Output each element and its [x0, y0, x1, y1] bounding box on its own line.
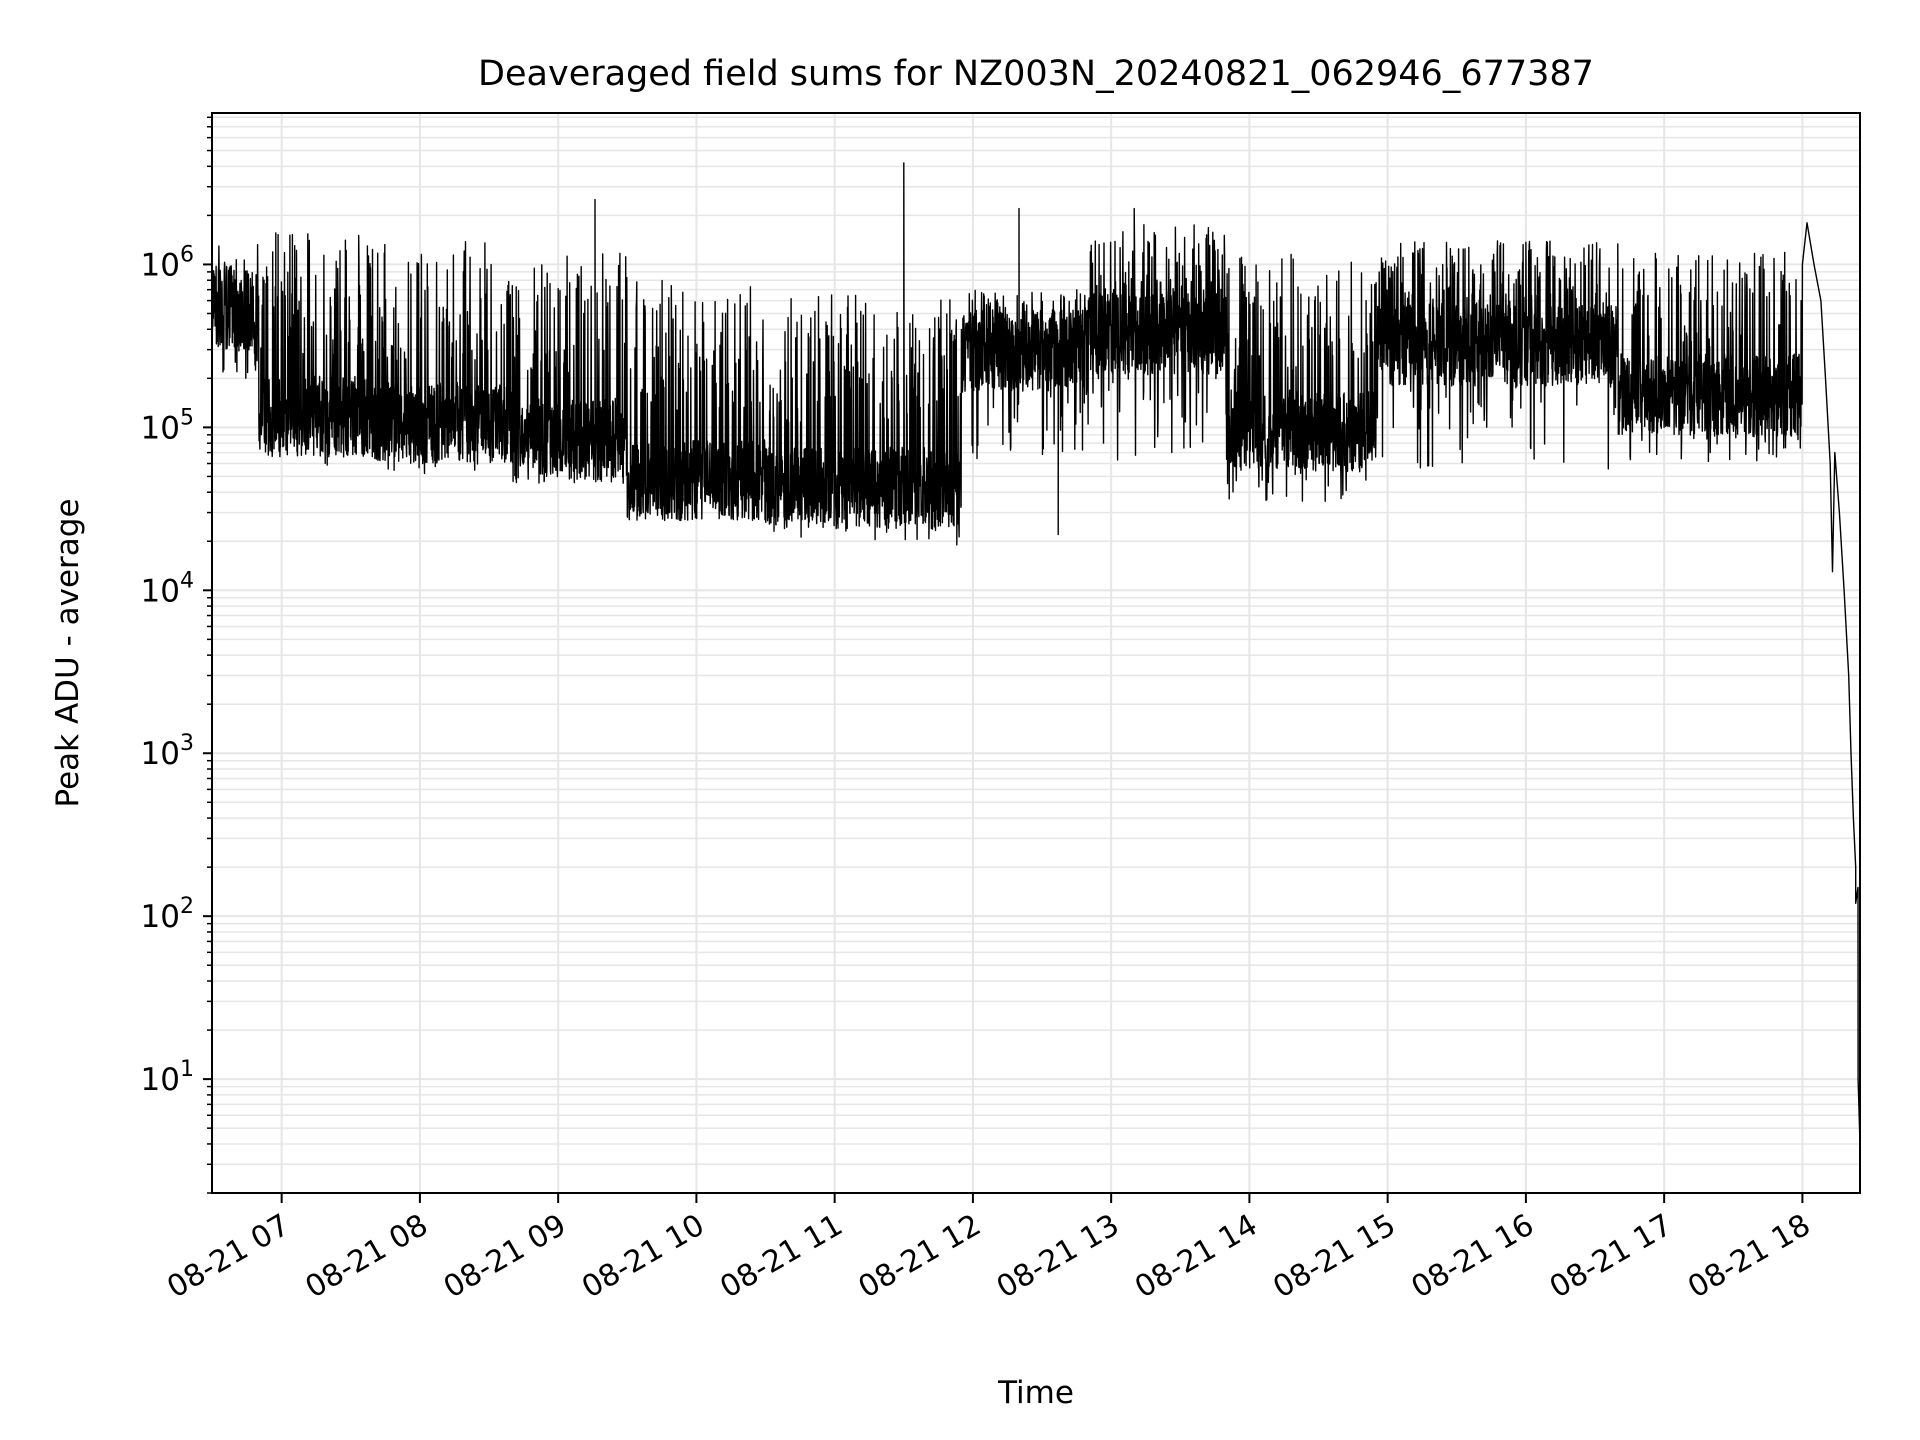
- ticks: [203, 116, 1804, 1203]
- grid: [212, 113, 1860, 1194]
- series-line: [211, 162, 1861, 1145]
- y-tick-label: 105: [141, 405, 194, 446]
- data-series: [211, 162, 1861, 1145]
- y-tick-label: 103: [141, 731, 194, 772]
- x-axis-label: Time: [997, 1375, 1074, 1411]
- y-tick-label: 101: [141, 1057, 194, 1098]
- y-tick-label: 106: [141, 242, 194, 283]
- chart-title: Deaveraged field sums for NZ003N_2024082…: [478, 54, 1594, 94]
- y-tick-label: 102: [141, 894, 194, 935]
- y-axis-label: Peak ADU - average: [50, 498, 86, 807]
- y-tick-label: 104: [141, 568, 194, 609]
- plot-frame: [211, 112, 1861, 1194]
